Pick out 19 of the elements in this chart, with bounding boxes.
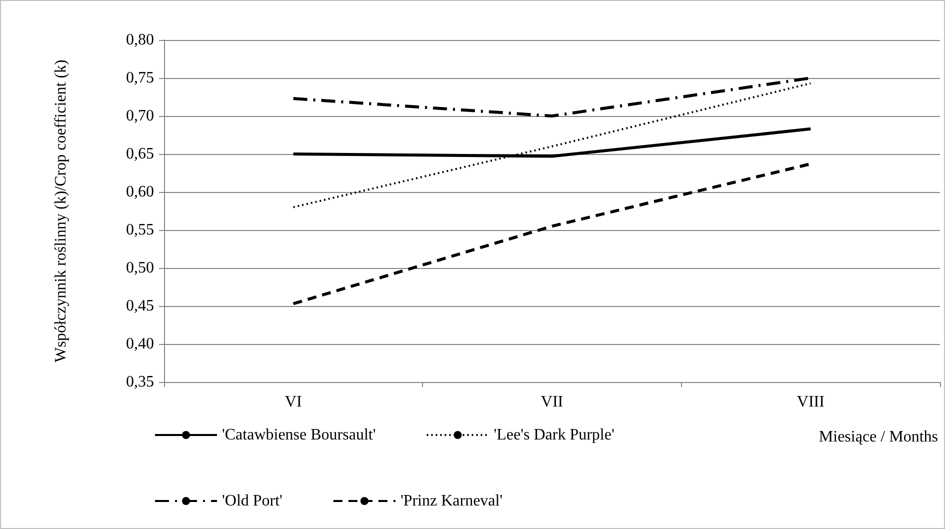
y-tick-label: 0,40 [126,336,154,352]
legend-label: 'Old Port' [222,492,283,510]
legend-label: 'Prinz Karneval' [400,492,503,510]
y-tick-label: 0,80 [126,32,154,48]
legend-label: 'Catawbiense Boursault' [222,426,376,444]
x-axis-title: Miesiące / Months [818,428,938,446]
y-tick-label: 0,70 [126,108,154,124]
y-tick-label: 0,55 [126,222,154,238]
y-tick-label: 0,75 [126,70,154,86]
y-axis-title: Współczynnik roślinny (k)/Crop coefficient (k) [52,60,70,362]
x-tick-label: VIII [796,394,824,410]
x-tick-label: VII [540,394,564,410]
y-tick-label: 0,60 [126,184,154,200]
y-tick-label: 0,35 [126,374,154,390]
y-tick-label: 0,45 [126,298,154,314]
legend-label: 'Lee's Dark Purple' [494,426,614,444]
y-tick-label: 0,50 [126,260,154,276]
x-tick-label: VI [284,394,302,410]
y-tick-label: 0,65 [126,146,154,162]
